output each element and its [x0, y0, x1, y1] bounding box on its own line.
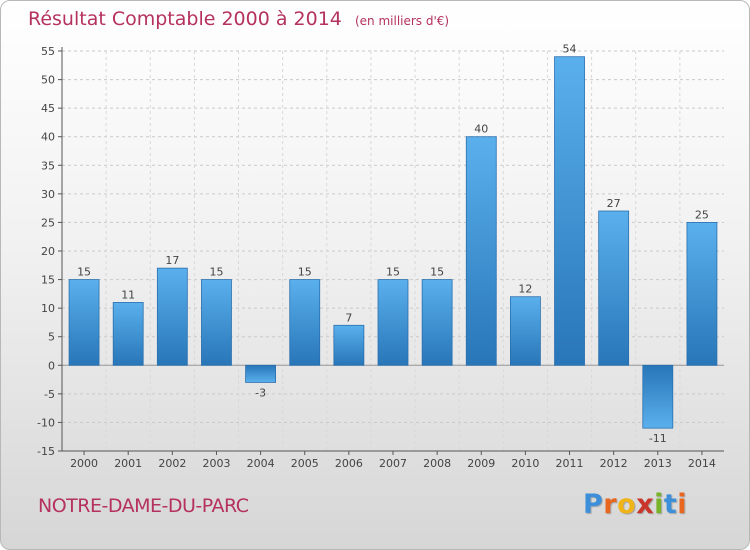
data-label: 7 [345, 311, 352, 324]
axis-layer: -15 -10 -5 0 5 10 15 20 25 30 35 40 45 50 55 2000 2001 20… [37, 45, 724, 470]
x-tick-label: 2001 [114, 457, 142, 470]
bar-2012[interactable] [598, 210, 630, 366]
x-tick-label: 2008 [423, 457, 451, 470]
bar-2011[interactable] [554, 56, 585, 366]
y-tick-label: -10 [37, 416, 55, 429]
y-tick-label: 55 [41, 45, 55, 58]
bar-2000[interactable] [68, 279, 100, 366]
data-label: 25 [695, 208, 709, 221]
x-tick-label: 2007 [379, 457, 407, 470]
x-tick-label: 2000 [70, 457, 98, 470]
data-label: 15 [430, 266, 444, 279]
logo-letter: t [663, 489, 678, 520]
data-label: 12 [518, 283, 532, 296]
data-label: 15 [77, 266, 91, 279]
logo-letter: x [636, 489, 655, 520]
x-tick-label: 2005 [291, 457, 319, 470]
y-tick-label: 45 [41, 102, 55, 115]
data-label: 17 [165, 254, 179, 267]
data-label: -11 [649, 432, 667, 445]
x-tick-label: 2003 [202, 457, 230, 470]
data-label: 15 [298, 266, 312, 279]
logo-letter: i [677, 489, 688, 520]
y-tick-label: -5 [44, 388, 55, 401]
bar-2004[interactable] [245, 364, 277, 383]
x-tick-label: 2010 [511, 457, 539, 470]
bar-2008[interactable] [421, 279, 453, 366]
bar-2006[interactable] [333, 324, 365, 366]
y-tick-label: 10 [41, 302, 55, 315]
y-tick-label: 5 [48, 331, 55, 344]
data-label: 15 [209, 266, 223, 279]
chart-title: Résultat Comptable 2000 à 2014 [28, 8, 342, 30]
bar-2005[interactable] [289, 279, 321, 366]
chart-subtitle: (en milliers d'€) [354, 14, 450, 28]
y-tick-label: 40 [41, 131, 55, 144]
x-tick-label: 2014 [688, 457, 716, 470]
commune-name: NOTRE-DAME-DU-PARC [38, 495, 249, 517]
bar-2014[interactable] [686, 222, 718, 366]
data-label: 11 [121, 288, 135, 301]
x-tick-label: 2004 [247, 457, 275, 470]
y-tick-label: 20 [41, 245, 55, 258]
y-tick-label: 30 [41, 188, 55, 201]
y-tick-label: 50 [41, 74, 55, 87]
y-tick-label: 35 [41, 159, 55, 172]
data-label: 40 [474, 123, 488, 136]
bar-2013[interactable] [642, 364, 674, 429]
logo-letter: r [603, 489, 618, 520]
bar-2003[interactable] [201, 279, 232, 366]
x-tick-label: 2011 [556, 457, 584, 470]
bar-2001[interactable] [112, 302, 144, 366]
logo-letter: o [617, 489, 637, 520]
x-tick-label: 2002 [158, 457, 186, 470]
y-tick-label: 25 [41, 216, 55, 229]
logo-letter: P [583, 489, 604, 520]
proxiti-logo[interactable]: Proxiti [583, 489, 687, 520]
logo-letter: i [654, 489, 664, 520]
y-tick-label: -15 [37, 445, 55, 458]
bar-2007[interactable] [377, 279, 409, 366]
bar-2009[interactable] [465, 136, 497, 366]
y-tick-label: 0 [48, 359, 55, 372]
data-label: 27 [607, 197, 621, 210]
x-tick-label: 2013 [644, 457, 672, 470]
data-label: 54 [563, 43, 577, 56]
x-tick-label: 2009 [467, 457, 495, 470]
data-label: -3 [255, 386, 266, 399]
y-tick-label: 15 [41, 274, 55, 287]
x-tick-label: 2006 [335, 457, 363, 470]
title-row: Résultat Comptable 2000 à 2014 (en milli… [28, 8, 449, 30]
bar-2002[interactable] [156, 267, 188, 366]
x-tick-label: 2012 [600, 457, 628, 470]
bars-layer: 15 11 17 15 -3 15 7 15 15 40 12 54 27 -11 25 [68, 43, 718, 445]
data-label: 15 [386, 266, 400, 279]
bar-2010[interactable] [509, 296, 541, 366]
